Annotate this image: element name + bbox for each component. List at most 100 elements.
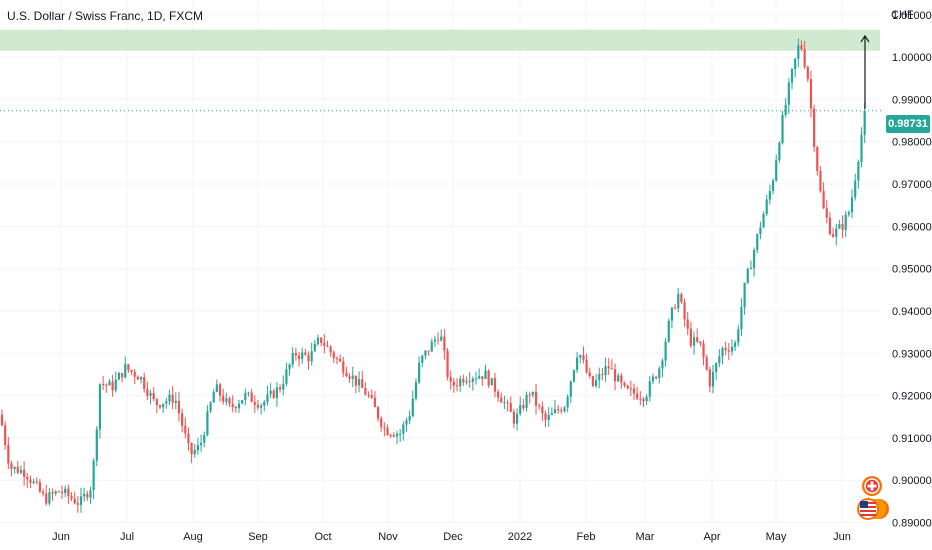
candle — [260, 403, 263, 415]
candle — [402, 421, 405, 441]
candle — [339, 354, 342, 363]
candle — [54, 490, 57, 496]
candle — [253, 395, 256, 413]
candle — [370, 389, 373, 400]
candle — [76, 496, 79, 513]
candle — [139, 376, 143, 384]
candle — [120, 372, 124, 383]
candle — [418, 356, 421, 385]
candle — [680, 292, 683, 304]
candle — [136, 375, 139, 380]
candle — [683, 298, 686, 327]
candle — [373, 391, 376, 408]
candle — [689, 321, 692, 349]
y-tick-label: 0.93000 — [892, 348, 932, 360]
candle — [629, 380, 632, 396]
candle — [38, 479, 42, 494]
currency-label: CHF — [891, 9, 914, 21]
candle — [819, 166, 822, 193]
candle — [335, 356, 339, 365]
candle — [765, 194, 768, 217]
candle — [35, 477, 38, 485]
candle — [158, 404, 162, 410]
y-tick-label: 0.95000 — [892, 264, 932, 276]
candle — [263, 399, 266, 412]
candle — [860, 127, 863, 168]
candle — [582, 346, 585, 364]
candle — [73, 491, 76, 505]
candle — [244, 388, 247, 406]
y-tick-label: 0.96000 — [892, 221, 932, 233]
candle — [149, 389, 152, 405]
candle — [440, 329, 443, 342]
candle — [86, 490, 89, 501]
y-tick-label: 1.00000 — [892, 52, 932, 64]
candle — [636, 386, 639, 401]
candle — [715, 362, 718, 380]
candle — [351, 366, 354, 387]
candle — [411, 390, 414, 418]
candle — [105, 383, 108, 393]
candle — [497, 389, 500, 402]
candle — [699, 341, 702, 347]
candle — [275, 381, 279, 407]
y-tick-label: 0.94000 — [892, 306, 932, 318]
candle — [231, 395, 234, 413]
candle — [721, 346, 724, 365]
candle — [196, 437, 200, 455]
candle — [822, 182, 825, 210]
candle — [809, 70, 813, 118]
candle — [405, 418, 408, 432]
candle — [348, 373, 351, 383]
candle — [692, 331, 696, 355]
candle — [702, 339, 705, 366]
candle — [212, 388, 215, 403]
candle — [307, 351, 310, 370]
candle — [285, 362, 288, 387]
candle — [414, 378, 418, 401]
candle — [124, 356, 127, 379]
candle — [557, 404, 560, 414]
y-tick-label: 0.91000 — [892, 433, 932, 445]
target-arrow — [860, 34, 870, 109]
candle — [696, 328, 699, 344]
candle — [165, 397, 168, 409]
candle — [604, 357, 607, 382]
candle — [705, 354, 708, 371]
price-axis: 1.01000 1.00000 0.99000 0.98000 0.97000 0.960… — [892, 10, 932, 530]
candle — [57, 490, 60, 493]
candle — [304, 348, 307, 356]
candle — [395, 430, 399, 445]
candle — [51, 488, 54, 501]
candle — [487, 369, 490, 389]
candle — [19, 465, 23, 475]
candle — [459, 375, 462, 392]
candle — [734, 340, 737, 352]
candle — [424, 350, 427, 360]
x-tick-label: 2022 — [508, 531, 532, 543]
candle — [278, 384, 282, 393]
candle — [241, 399, 244, 405]
candle — [383, 422, 386, 437]
candle — [294, 347, 297, 361]
x-tick-label: Aug — [183, 531, 203, 543]
candle — [572, 369, 576, 383]
candle — [730, 339, 734, 356]
candle — [234, 405, 237, 413]
candle — [146, 381, 149, 401]
candle — [863, 102, 866, 144]
candle — [550, 407, 553, 416]
candle — [79, 487, 83, 513]
candle — [342, 356, 345, 378]
candle — [743, 282, 746, 315]
candle — [493, 372, 497, 398]
candle — [83, 487, 86, 502]
candle — [199, 434, 203, 452]
candle — [534, 383, 538, 415]
candle — [291, 347, 294, 368]
candle — [364, 382, 367, 396]
symbol-flags[interactable] — [855, 472, 895, 522]
candle — [661, 358, 664, 378]
candle — [380, 416, 383, 432]
